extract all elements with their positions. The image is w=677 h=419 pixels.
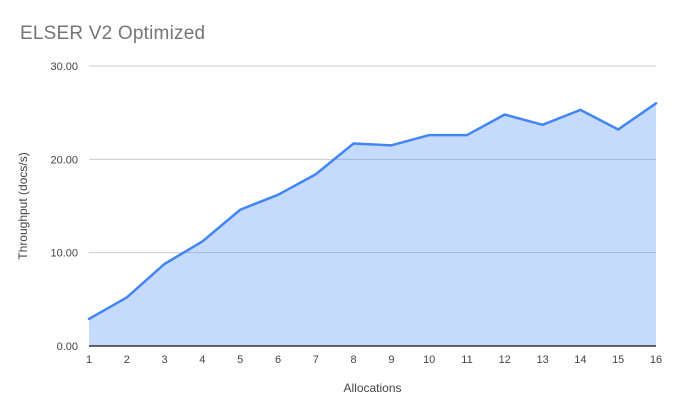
- y-axis-title: Throughput (docs/s): [16, 152, 30, 259]
- x-tick-label: 5: [237, 354, 243, 366]
- y-tick-label: 0.00: [57, 341, 78, 353]
- y-tick-label: 30.00: [50, 61, 78, 73]
- x-tick-label: 4: [199, 354, 205, 366]
- x-tick-label: 3: [162, 354, 168, 366]
- chart-title: ELSER V2 Optimized: [20, 23, 206, 44]
- x-tick-label: 6: [275, 354, 281, 366]
- y-tick-label: 10.00: [50, 248, 78, 260]
- x-axis-title: Allocations: [343, 381, 401, 395]
- area-fill: [89, 103, 656, 346]
- x-tick-label: 15: [612, 354, 624, 366]
- x-tick-label: 13: [536, 354, 548, 366]
- x-tick-label: 14: [574, 354, 586, 366]
- x-tick-label: 2: [124, 354, 130, 366]
- x-tick-label: 10: [423, 354, 435, 366]
- x-tick-label: 11: [461, 354, 472, 366]
- x-tick-label: 1: [86, 354, 92, 366]
- x-tick-label: 8: [351, 354, 357, 366]
- x-tick-label: 9: [388, 354, 394, 366]
- x-tick-label: 12: [499, 354, 511, 366]
- x-tick-label: 7: [313, 354, 319, 366]
- x-tick-label: 16: [650, 354, 662, 366]
- y-tick-label: 20.00: [50, 154, 78, 166]
- series-line: [87, 102, 658, 321]
